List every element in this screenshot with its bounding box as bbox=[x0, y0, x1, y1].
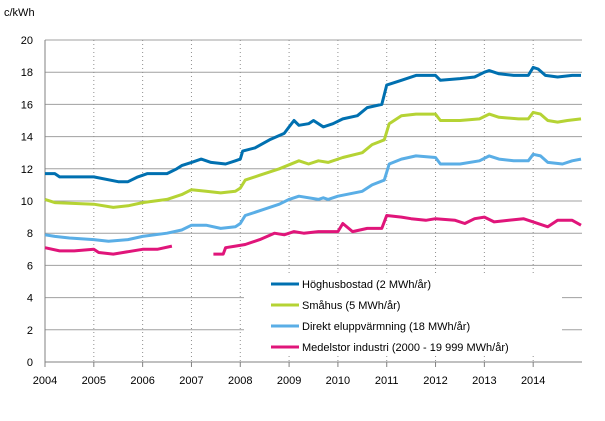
legend: Höghusbostad (2 MWh/år) Småhus (5 MWh/år)… bbox=[244, 273, 562, 355]
series-line-3 bbox=[44, 214, 582, 256]
x-tick-label: 2013 bbox=[472, 375, 496, 387]
y-tick-label: 12 bbox=[21, 164, 33, 176]
x-tick-label: 2004 bbox=[33, 375, 57, 387]
legend-label: Medelstor industri (2000 - 19 999 MWh/år… bbox=[302, 342, 509, 354]
legend-label: Direkt eluppvärmning (18 MWh/år) bbox=[302, 321, 470, 333]
legend-label: Småhus (5 MWh/år) bbox=[302, 300, 400, 312]
y-tick-label: 10 bbox=[21, 196, 33, 208]
y-tick-label: 20 bbox=[21, 35, 33, 47]
legend-label: Höghusbostad (2 MWh/år) bbox=[302, 279, 431, 291]
legend-box bbox=[244, 273, 562, 355]
x-tick-label: 2008 bbox=[228, 375, 252, 387]
y-tick-label: 8 bbox=[27, 228, 33, 240]
x-tick-label: 2011 bbox=[375, 375, 399, 387]
y-tick-label: 6 bbox=[27, 260, 33, 272]
y-tick-label: 18 bbox=[21, 67, 33, 79]
y-tick-label: 16 bbox=[21, 99, 33, 111]
x-tick-label: 2006 bbox=[130, 375, 154, 387]
series-line-2 bbox=[44, 152, 582, 243]
x-tick-label: 2010 bbox=[326, 375, 350, 387]
y-tick-label: 4 bbox=[27, 293, 33, 305]
y-axis-label: c/kWh bbox=[4, 7, 35, 19]
series-line-0 bbox=[45, 65, 581, 184]
y-tick-label: 2 bbox=[27, 325, 33, 337]
series-line-1 bbox=[44, 110, 582, 209]
y-tick-label: 0 bbox=[27, 357, 33, 369]
y-tick-label: 14 bbox=[21, 132, 33, 144]
x-tick-label: 2014 bbox=[521, 375, 545, 387]
x-tick-label: 2012 bbox=[423, 375, 447, 387]
x-tick-label: 2007 bbox=[179, 375, 203, 387]
x-tick-label: 2009 bbox=[277, 375, 301, 387]
x-tick-label: 2005 bbox=[82, 375, 106, 387]
